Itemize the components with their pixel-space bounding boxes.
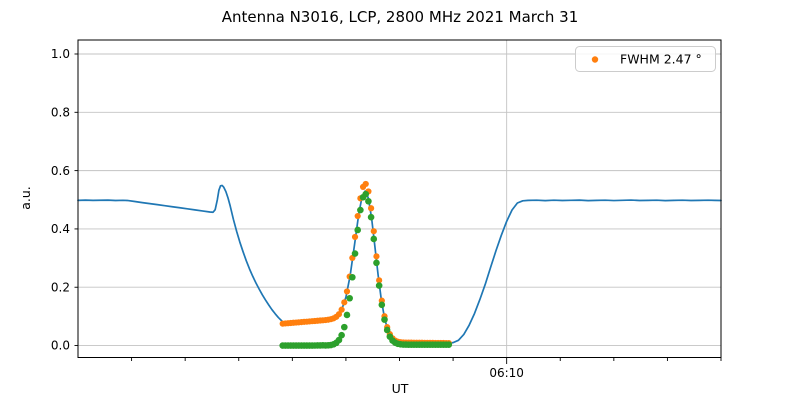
fit-dots-point bbox=[343, 311, 351, 319]
scan-dots-point bbox=[351, 233, 359, 241]
fit-dots-point bbox=[370, 235, 378, 243]
legend-marker-dot-icon bbox=[591, 56, 599, 63]
scan-dots-point bbox=[370, 228, 377, 235]
fit-dots-point bbox=[357, 206, 364, 214]
scan-dots-point bbox=[362, 180, 369, 188]
scan-dots-point bbox=[368, 205, 375, 212]
fit-dots-point bbox=[375, 282, 383, 289]
scan-dots-point bbox=[354, 212, 361, 220]
y-tick-label: 0.4 bbox=[51, 222, 70, 236]
y-tick-label: 1.0 bbox=[51, 47, 70, 61]
fit-dots-point bbox=[349, 273, 356, 281]
tick-layer: 0.0 0.2 0.4 0.6 0.8 1.0 06:10 bbox=[51, 47, 722, 380]
x-axis-label: UT bbox=[392, 381, 409, 396]
fit-dots-point bbox=[338, 331, 345, 339]
scan-dots-point bbox=[338, 306, 345, 313]
fit-dots-point bbox=[445, 341, 453, 348]
fit-dots-point bbox=[335, 336, 343, 344]
fit-dots-point bbox=[381, 316, 388, 323]
scan-dots-point bbox=[376, 277, 383, 284]
scan-dots-point bbox=[335, 311, 343, 318]
y-axis-label: a.u. bbox=[18, 186, 33, 210]
fit-dots-point bbox=[383, 326, 391, 334]
scan-dots-point bbox=[341, 299, 348, 306]
y-tick-label: 0.6 bbox=[51, 164, 70, 178]
legend-box bbox=[575, 46, 716, 72]
x-major-tick-label: 06:10 bbox=[489, 366, 524, 380]
y-tick-label: 0.8 bbox=[51, 106, 70, 120]
fit-dots bbox=[279, 190, 453, 349]
chart-title: Antenna N3016, LCP, 2800 MHz 2021 March … bbox=[222, 8, 579, 26]
legend-label: FWHM 2.47 ° bbox=[620, 52, 702, 67]
y-tick-label: 0.0 bbox=[51, 339, 70, 353]
fit-dots-point bbox=[378, 301, 386, 309]
fit-dots-point bbox=[365, 197, 372, 205]
fit-dots-point bbox=[367, 213, 375, 221]
y-tick-label: 0.2 bbox=[51, 280, 70, 294]
scan-dots-point bbox=[343, 288, 351, 295]
fit-dots-point bbox=[346, 294, 353, 302]
fit-dots-point bbox=[373, 259, 380, 267]
scan-dots-point bbox=[373, 253, 380, 260]
fit-dots-point bbox=[351, 250, 359, 257]
fit-dots-point bbox=[341, 323, 348, 331]
fit-dots-point bbox=[354, 226, 362, 234]
data-layer bbox=[77, 180, 722, 349]
fit-dots-point bbox=[362, 190, 370, 198]
legend: FWHM 2.47 ° bbox=[575, 46, 716, 72]
